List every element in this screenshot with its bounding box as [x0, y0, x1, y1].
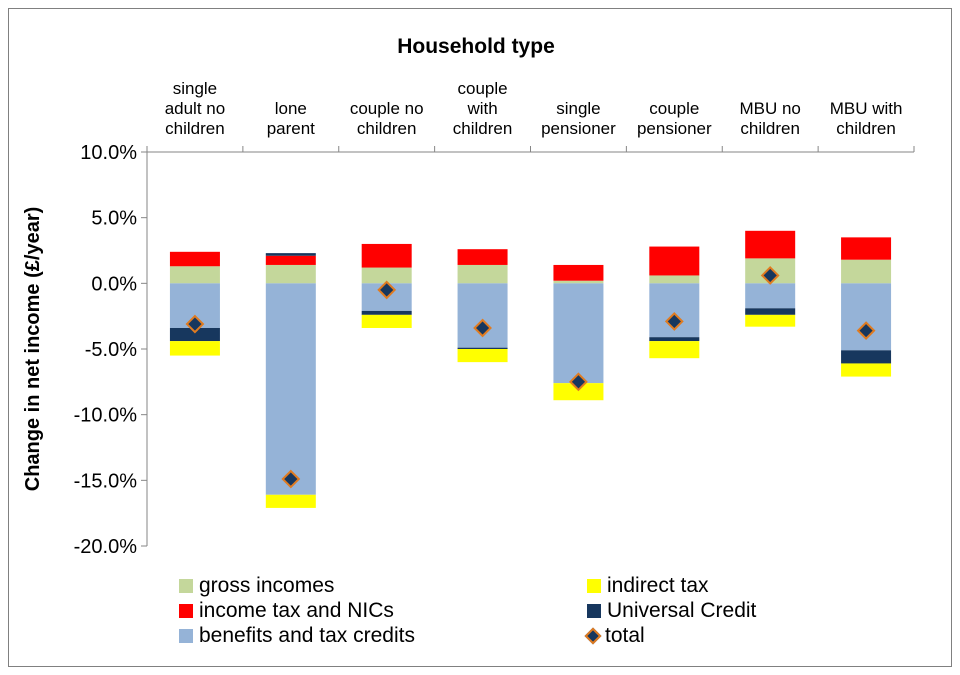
bar-segment	[170, 252, 220, 266]
category-label-line: single	[528, 99, 628, 119]
bar-segment	[649, 337, 699, 341]
bar-segment	[649, 341, 699, 358]
legend-swatch	[179, 629, 193, 643]
bar-segment	[266, 256, 316, 265]
legend-item: indirect tax	[587, 574, 709, 598]
bar-segment	[458, 265, 508, 283]
bar-segment	[841, 350, 891, 363]
bar-segment	[745, 315, 795, 327]
legend-label: gross incomes	[199, 574, 334, 597]
category-label-line: MBU no	[720, 99, 820, 119]
category-label-line: couple	[624, 99, 724, 119]
bar-segment	[553, 281, 603, 284]
y-tick-label: -5.0%	[85, 339, 137, 361]
bar-segment	[362, 311, 412, 315]
bar-segment	[458, 349, 508, 362]
legend-diamond-icon	[585, 628, 602, 645]
bar-segment	[649, 247, 699, 276]
bar-segment	[170, 341, 220, 355]
legend-item: gross incomes	[179, 574, 334, 598]
y-tick-label: 5.0%	[91, 208, 137, 230]
legend-swatch	[587, 604, 601, 618]
bar-segment	[745, 283, 795, 308]
bar-segment	[266, 265, 316, 283]
category-label-line: adult no	[145, 99, 245, 119]
category-label-line: couple no	[337, 99, 437, 119]
category-label: MBU with children	[816, 61, 916, 139]
bar-segment	[458, 283, 508, 347]
category-label-line: children	[720, 119, 820, 139]
bar-segment	[841, 363, 891, 376]
y-tick-label: 10.0%	[80, 142, 137, 164]
legend-item: income tax and NICs	[179, 599, 394, 623]
bar-segment	[266, 253, 316, 256]
bar-segment	[649, 275, 699, 283]
bar-segment	[745, 231, 795, 259]
category-label-line: couple	[433, 79, 533, 99]
legend-label: income tax and NICs	[199, 599, 394, 622]
legend-label: Universal Credit	[607, 599, 756, 622]
bar-segment	[841, 283, 891, 350]
y-tick-label: -10.0%	[74, 405, 138, 427]
category-label-line: children	[145, 119, 245, 139]
category-label: MBU no children	[720, 61, 820, 139]
bar-segment	[553, 265, 603, 281]
bar-segment	[362, 244, 412, 268]
legend-swatch	[587, 579, 601, 593]
chart-frame: Household type Change in net income (£/y…	[8, 8, 952, 667]
category-label-line: parent	[241, 119, 341, 139]
legend-item: benefits and tax credits	[179, 624, 415, 648]
category-label-line: lone	[241, 99, 341, 119]
category-label: lone parent	[241, 61, 341, 139]
category-label-line: children	[433, 119, 533, 139]
legend-label: benefits and tax credits	[199, 624, 415, 647]
legend-item: Universal Credit	[587, 599, 756, 623]
category-label: couple no children	[337, 61, 437, 139]
bar-segment	[458, 249, 508, 265]
bars	[170, 231, 891, 508]
legend-label: total	[605, 624, 645, 647]
category-label-line: pensioner	[528, 119, 628, 139]
bar-segment	[266, 283, 316, 494]
category-label: single adult no children	[145, 61, 245, 139]
chart-title: Household type	[397, 35, 555, 58]
bar-segment	[553, 283, 603, 383]
y-tick-label: 0.0%	[91, 273, 137, 295]
y-tick-label: -20.0%	[74, 536, 138, 558]
bar-segment	[841, 260, 891, 284]
bar-segment	[362, 315, 412, 328]
category-label: couple pensioner	[624, 61, 724, 139]
legend-item: total	[587, 624, 645, 648]
legend-label: indirect tax	[607, 574, 709, 597]
category-label: single pensioner	[528, 61, 628, 139]
legend-swatch	[179, 579, 193, 593]
bar-segment	[458, 348, 508, 349]
y-axis-label: Change in net income (£/year)	[22, 207, 44, 492]
bar-segment	[266, 495, 316, 508]
y-tick-label: -15.0%	[74, 470, 138, 492]
category-label-line: with	[433, 99, 533, 119]
bar-segment	[745, 308, 795, 315]
category-label-line: pensioner	[624, 119, 724, 139]
category-label-line: MBU with	[816, 99, 916, 119]
bar-segment	[841, 237, 891, 259]
category-label-line: single	[145, 79, 245, 99]
legend-swatch	[179, 604, 193, 618]
bar-segment	[170, 266, 220, 283]
category-label: couple with children	[433, 61, 533, 139]
category-label-line: children	[337, 119, 437, 139]
category-label-line: children	[816, 119, 916, 139]
